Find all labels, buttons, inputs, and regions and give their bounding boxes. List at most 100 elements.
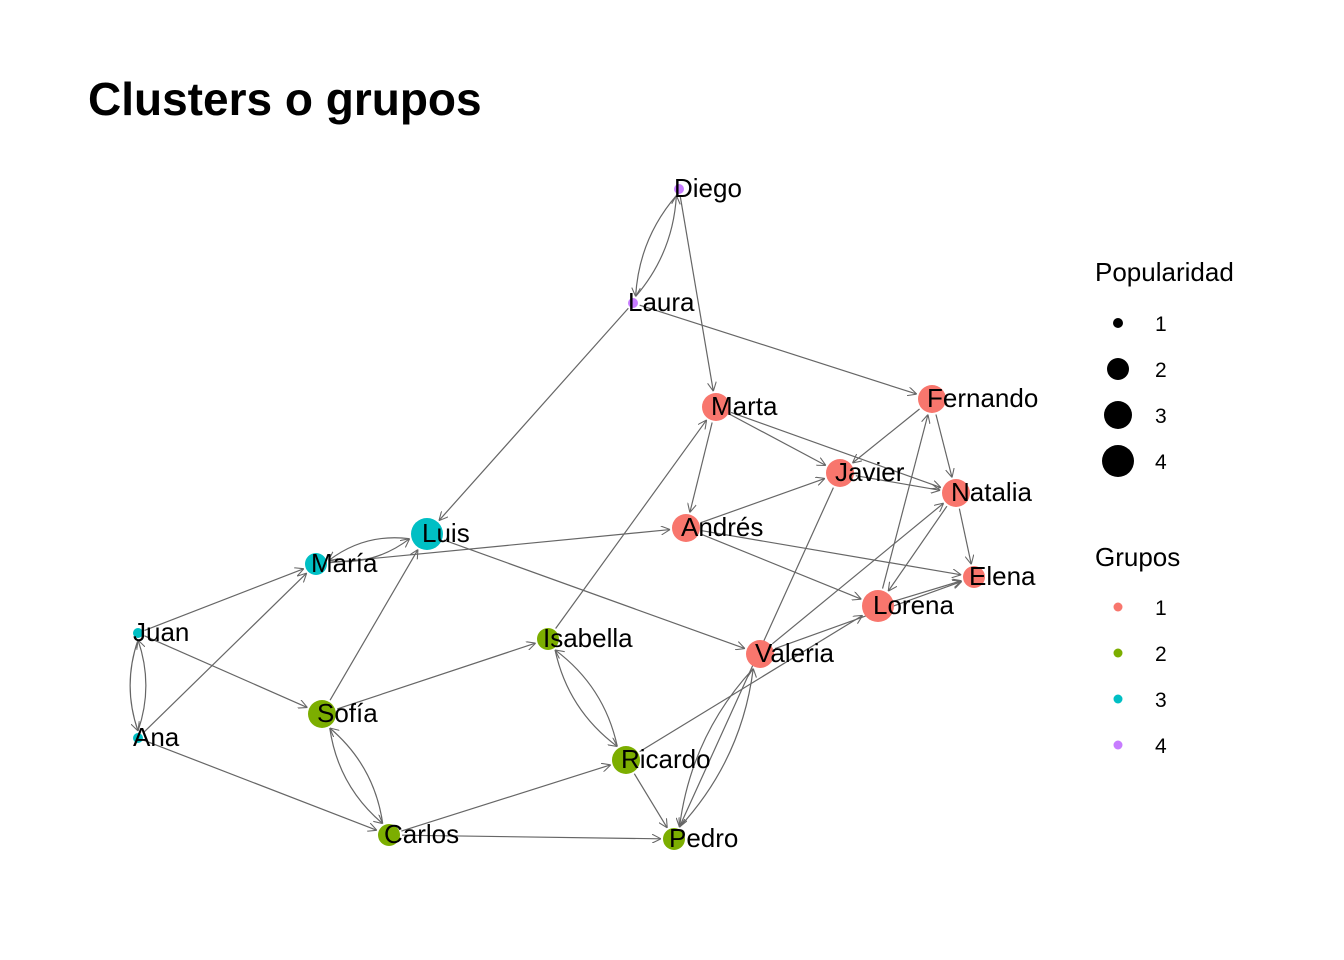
size-legend-label-1: 1 — [1155, 313, 1167, 336]
nodes-layer — [133, 184, 985, 850]
edge-Carlos-to-Pedro — [401, 835, 661, 839]
node-label-Isabella: Isabella — [543, 623, 633, 653]
edge-Valeria-to-Pedro — [679, 668, 754, 828]
edge-María-to-Luis — [328, 539, 410, 563]
node-Ana[interactable] — [133, 733, 143, 743]
node-label-Juan: Juan — [133, 617, 189, 647]
edges-layer — [129, 195, 971, 839]
color-legend-key-1 — [1113, 602, 1123, 612]
node-Valeria[interactable] — [746, 640, 774, 668]
edge-Sofía-to-Luis — [329, 550, 418, 701]
size-legend-key-4 — [1102, 445, 1134, 477]
edge-Isabella-to-Marta — [555, 420, 707, 629]
node-label-Valeria: Valeria — [755, 638, 835, 668]
node-Lorena[interactable] — [862, 590, 894, 622]
node-label-Pedro: Pedro — [669, 823, 738, 853]
edge-Javier-to-Natalia — [855, 475, 940, 491]
size-legend: Popularidad 1 2 3 4 — [1095, 257, 1234, 477]
edge-Diego-to-Marta — [679, 195, 713, 391]
node-label-Laura: Laura — [628, 287, 695, 317]
node-Luis[interactable] — [411, 518, 443, 550]
node-label-María: María — [311, 548, 378, 578]
edge-Ana-to-Carlos — [144, 739, 377, 831]
edge-Andrés-to-Lorena — [700, 533, 862, 599]
edge-Natalia-to-Lorena — [888, 505, 948, 591]
node-Marta[interactable] — [702, 393, 730, 421]
node-label-Fernando: Fernando — [927, 383, 1038, 413]
color-legend-key-3 — [1113, 694, 1123, 704]
edge-Ana-to-María — [142, 573, 307, 734]
node-label-Sofía: Sofía — [317, 698, 378, 728]
node-label-Elena: Elena — [969, 561, 1036, 591]
edge-Andrés-to-Elena — [701, 530, 961, 575]
node-Diego[interactable] — [674, 184, 684, 194]
edge-Laura-to-Diego — [635, 195, 677, 297]
edge-Pedro-to-Valeria — [679, 669, 753, 828]
node-María[interactable] — [305, 553, 327, 575]
node-Pedro[interactable] — [663, 828, 685, 850]
edge-Juan-to-María — [144, 569, 304, 632]
node-label-Andrés: Andrés — [681, 512, 763, 542]
node-label-Ana: Ana — [133, 722, 180, 752]
edge-María-to-Andrés — [328, 530, 670, 564]
edge-Ricardo-to-Isabella — [555, 650, 618, 747]
node-label-Diego: Diego — [674, 173, 742, 203]
node-Isabella[interactable] — [537, 628, 559, 650]
edge-Luis-to-Valeria — [443, 539, 745, 648]
edge-Juan-to-Ana — [129, 639, 138, 731]
size-legend-key-3 — [1104, 401, 1132, 429]
node-Natalia[interactable] — [942, 479, 970, 507]
edge-Carlos-to-Sofía — [330, 728, 384, 824]
edge-Marta-to-Javier — [729, 413, 826, 466]
edge-Sofía-to-Isabella — [336, 643, 535, 710]
edge-Lorena-to-Fernando — [881, 414, 928, 589]
edge-Marta-to-Andrés — [690, 422, 713, 513]
edge-Laura-to-Luis — [439, 307, 629, 520]
color-legend-label-4: 4 — [1155, 735, 1167, 758]
edge-Laura-to-Fernando — [639, 304, 917, 394]
edge-Luis-to-María — [329, 537, 410, 561]
size-legend-label-2: 2 — [1155, 359, 1167, 382]
edge-Natalia-to-Elena — [958, 508, 971, 565]
size-legend-title: Popularidad — [1095, 257, 1234, 287]
node-Fernando[interactable] — [918, 385, 946, 413]
node-label-Marta: Marta — [711, 391, 778, 421]
color-legend: Grupos 1 2 3 4 — [1095, 542, 1180, 758]
node-Sofía[interactable] — [308, 700, 336, 728]
color-legend-key-2 — [1113, 648, 1123, 658]
size-legend-label-3: 3 — [1155, 405, 1167, 428]
size-legend-label-4: 4 — [1155, 451, 1167, 474]
node-Javier[interactable] — [826, 459, 854, 487]
node-label-Carlos: Carlos — [384, 819, 459, 849]
node-label-Lorena: Lorena — [873, 590, 954, 620]
node-Andrés[interactable] — [672, 514, 700, 542]
edge-Fernando-to-Natalia — [935, 414, 952, 478]
color-legend-key-4 — [1113, 740, 1123, 750]
edge-Carlos-to-Ricardo — [401, 765, 610, 832]
node-Elena[interactable] — [963, 566, 985, 588]
labels-layer: Diego Laura Marta Fernando Javier Natalia Andr… — [133, 173, 1038, 853]
color-legend-label-1: 1 — [1155, 597, 1167, 620]
size-legend-key-1 — [1113, 318, 1123, 328]
color-legend-label-2: 2 — [1155, 643, 1167, 666]
color-legend-label-3: 3 — [1155, 689, 1167, 712]
edge-Sofía-to-Carlos — [329, 727, 383, 824]
edge-Lorena-to-Elena — [895, 581, 961, 602]
size-legend-key-2 — [1107, 358, 1129, 380]
edge-Valeria-to-Natalia — [771, 503, 943, 645]
edge-Isabella-to-Ricardo — [554, 649, 617, 747]
edge-Andrés-to-Javier — [700, 478, 825, 524]
edge-Fernando-to-Javier — [852, 408, 920, 463]
node-label-Ricardo: Ricardo — [621, 744, 711, 774]
node-Laura[interactable] — [628, 298, 638, 308]
edge-Diego-to-Laura — [636, 195, 677, 296]
node-Juan[interactable] — [133, 628, 143, 638]
node-label-Luis: Luis — [422, 518, 470, 548]
edge-Ricardo-to-Pedro — [633, 773, 667, 828]
node-label-Javier: Javier — [835, 457, 905, 487]
color-legend-title: Grupos — [1095, 542, 1180, 572]
node-Ricardo[interactable] — [612, 746, 640, 774]
node-label-Natalia: Natalia — [951, 477, 1032, 507]
node-Carlos[interactable] — [378, 824, 400, 846]
